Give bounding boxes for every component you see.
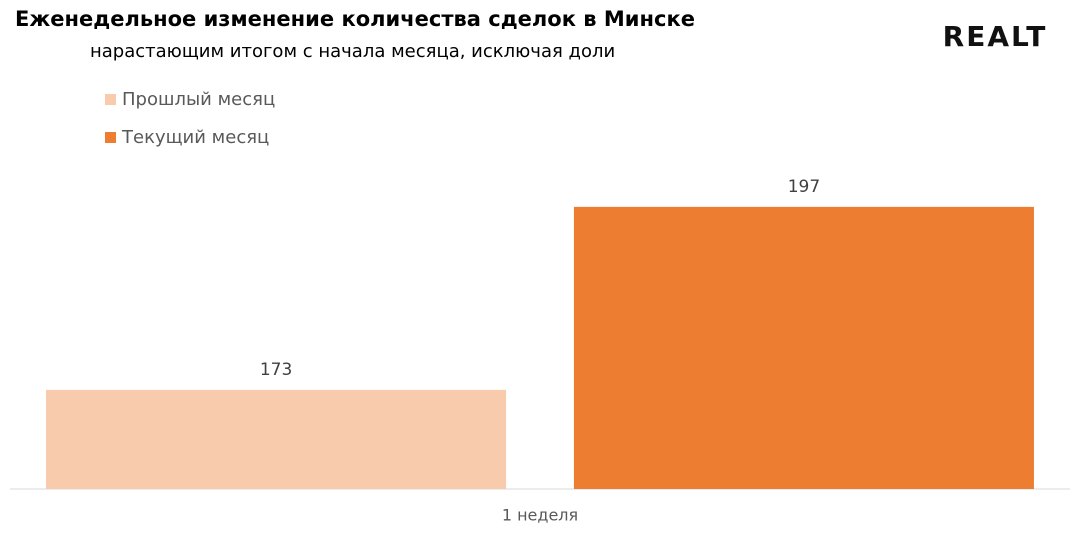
bar — [573, 206, 1034, 489]
data-label: 173 — [260, 360, 292, 380]
logo: REALT — [943, 20, 1048, 53]
legend-label: Текущий месяц — [121, 127, 269, 148]
chart-title: Еженедельное изменение количества сделок… — [15, 7, 695, 31]
data-label: 197 — [788, 177, 820, 197]
chart-subtitle: нарастающим итогом с начала месяца, искл… — [90, 41, 615, 62]
x-tick-label: 1 неделя — [502, 506, 578, 525]
legend-swatch — [105, 132, 116, 143]
bar — [46, 389, 507, 489]
legend-label: Прошлый месяц — [122, 89, 275, 110]
legend-swatch — [105, 94, 116, 105]
